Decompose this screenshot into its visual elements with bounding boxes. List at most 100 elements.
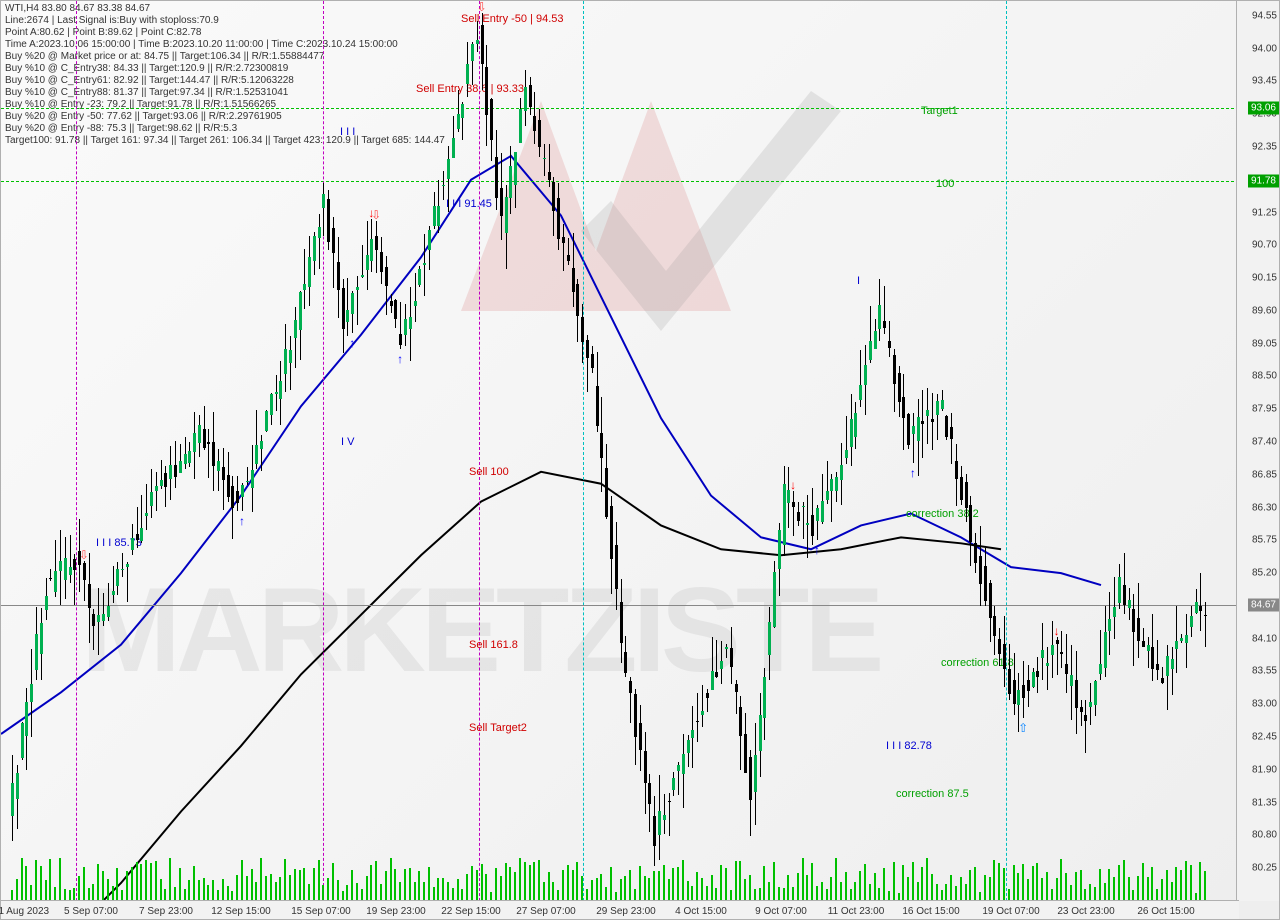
volume-bar — [136, 862, 138, 901]
chart-annotation: I V — [341, 436, 354, 448]
y-tick: 90.70 — [1252, 240, 1277, 251]
volume-bar — [514, 872, 516, 901]
volume-bar — [466, 874, 468, 901]
volume-bar — [883, 868, 885, 901]
chart-annotation: I I I — [340, 126, 355, 138]
volume-bar — [1027, 879, 1029, 901]
target-label: Target1 — [921, 105, 958, 117]
volume-bar — [1013, 865, 1015, 901]
target-line — [1, 181, 1239, 182]
target-line — [1, 108, 1239, 109]
volume-bar — [447, 882, 449, 901]
volume-bar — [874, 873, 876, 901]
y-tick: 82.45 — [1252, 731, 1277, 742]
volume-bar — [596, 878, 598, 901]
volume-bar — [572, 870, 574, 901]
volume-bar — [854, 882, 856, 901]
plot-area[interactable]: MARKETZISTE WTI,H4 83.80 84.67 83.38 84.… — [1, 1, 1239, 901]
y-tick: 84.10 — [1252, 633, 1277, 644]
volume-bar — [299, 870, 301, 901]
sell-arrow-icon: ⇩ — [477, 1, 487, 14]
x-tick: 22 Sep 15:00 — [441, 906, 501, 917]
y-tick: 94.55 — [1252, 10, 1277, 21]
volume-bar — [241, 860, 243, 901]
y-tick: 91.25 — [1252, 207, 1277, 218]
volume-bar — [174, 887, 176, 901]
volume-bar — [591, 880, 593, 901]
volume-bar — [639, 866, 641, 901]
volume-bar — [500, 876, 502, 901]
volume-bar — [160, 879, 162, 901]
volume-bar — [279, 877, 281, 901]
volume-bar — [567, 865, 569, 901]
sell-arrow-icon: ⇩ — [371, 208, 381, 222]
volume-bar — [145, 860, 147, 901]
volume-bar — [1080, 870, 1082, 901]
info-line: Target100: 91.78 || Target 161: 97.34 ||… — [5, 135, 445, 146]
trading-chart[interactable]: MARKETZISTE WTI,H4 83.80 84.67 83.38 84.… — [0, 0, 1280, 920]
volume-bar — [294, 869, 296, 901]
volume-bar — [59, 858, 61, 901]
volume-bar — [552, 882, 554, 901]
volume-bar — [658, 871, 660, 901]
vertical-marker — [583, 1, 584, 901]
volume-bar — [739, 861, 741, 901]
info-line: Point A:80.62 | Point B:89.62 | Point C:… — [5, 27, 201, 38]
moving-average-fast — [1, 156, 1101, 734]
volume-bar — [457, 879, 459, 901]
volume-bar — [1166, 870, 1168, 901]
volume-bar — [1113, 877, 1115, 901]
volume-bar — [749, 875, 751, 901]
volume-bar — [140, 864, 142, 901]
volume-bar — [275, 882, 277, 901]
volume-bar — [677, 867, 679, 901]
volume-bar — [548, 872, 550, 901]
volume-bar — [998, 863, 1000, 901]
volume-bar — [974, 867, 976, 901]
volume-bar — [102, 871, 104, 901]
buy-arrow-icon: ↑ — [397, 352, 403, 366]
volume-bar — [969, 870, 971, 901]
volume-bar — [203, 878, 205, 901]
volume-bar — [663, 865, 665, 901]
y-tick: 86.30 — [1252, 502, 1277, 513]
volume-bar — [1046, 872, 1048, 901]
volume-bar — [505, 863, 507, 901]
x-tick: 5 Sep 07:00 — [64, 906, 118, 917]
x-tick: 16 Oct 15:00 — [902, 906, 959, 917]
y-tick: 94.00 — [1252, 43, 1277, 54]
volume-bar — [346, 885, 348, 901]
info-line: Buy %20 @ Entry -88: 75.3 || Target:98.6… — [5, 123, 237, 134]
volume-bar — [701, 878, 703, 901]
volume-bar — [744, 879, 746, 901]
volume-bar — [648, 878, 650, 901]
time-axis: 31 Aug 20235 Sep 07:007 Sep 23:0012 Sep … — [1, 900, 1239, 919]
volume-bar — [735, 861, 737, 901]
volume-bar — [318, 860, 320, 901]
info-line: Buy %10 @ C_Entry61: 82.92 || Target:144… — [5, 75, 294, 86]
volume-bar — [1003, 868, 1005, 901]
y-tick: 93.45 — [1252, 76, 1277, 87]
volume-bar — [112, 886, 114, 901]
info-line: Buy %10 @ C_Entry38: 84.33 || Target:120… — [5, 63, 288, 74]
volume-bar — [1041, 878, 1043, 901]
volume-bar — [179, 868, 181, 901]
volume-bar — [921, 867, 923, 901]
volume-bar — [519, 858, 521, 901]
volume-bar — [1060, 859, 1062, 901]
x-tick: 9 Oct 07:00 — [755, 906, 807, 917]
volume-bar — [653, 871, 655, 901]
chart-annotation: correction 38.2 — [906, 508, 979, 520]
volume-bar — [404, 869, 406, 901]
volume-bar — [936, 884, 938, 901]
volume-bar — [433, 887, 435, 901]
y-tick: 89.60 — [1252, 305, 1277, 316]
volume-bar — [720, 865, 722, 901]
volume-bar — [931, 874, 933, 901]
volume-bar — [1017, 873, 1019, 901]
volume-bar — [816, 886, 818, 901]
info-line: Buy %20 @ Market price or at: 84.75 || T… — [5, 51, 324, 62]
volume-bar — [16, 879, 18, 901]
volume-bar — [1137, 876, 1139, 901]
volume-bar — [169, 858, 171, 901]
